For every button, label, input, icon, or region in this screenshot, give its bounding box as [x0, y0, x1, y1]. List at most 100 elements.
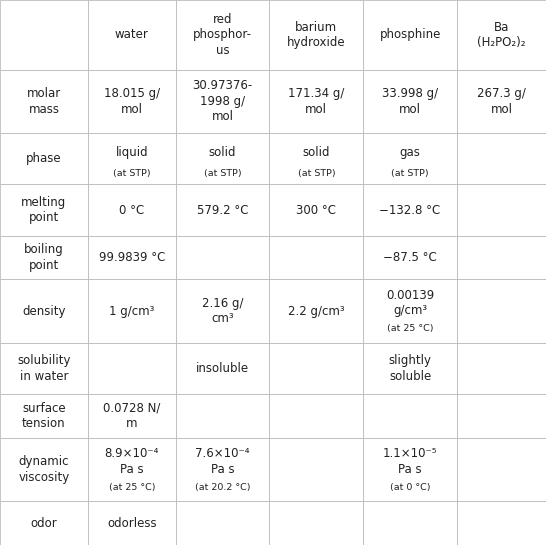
Bar: [457, 133, 546, 185]
Bar: [363, 133, 457, 185]
Text: molar
mass: molar mass: [27, 87, 61, 116]
Text: insoluble: insoluble: [196, 362, 249, 375]
Text: solid: solid: [302, 146, 330, 159]
Bar: [176, 280, 269, 343]
Bar: [88, 0, 176, 70]
Bar: [176, 70, 269, 133]
Text: phosphine: phosphine: [379, 28, 441, 41]
Text: dynamic
viscosity: dynamic viscosity: [19, 456, 69, 484]
Text: 0.0728 N/
m: 0.0728 N/ m: [103, 402, 161, 431]
Text: 30.97376-
1998 g/
mol: 30.97376- 1998 g/ mol: [192, 80, 253, 123]
Text: (at STP): (at STP): [298, 169, 335, 178]
Text: (at 0 °C): (at 0 °C): [390, 483, 430, 492]
Bar: [88, 70, 176, 133]
Bar: [88, 185, 176, 236]
Bar: [0, 0, 88, 70]
Text: 1 g/cm³: 1 g/cm³: [109, 305, 155, 318]
Text: solid: solid: [209, 146, 236, 159]
Text: 8.9×10⁻⁴
Pa s: 8.9×10⁻⁴ Pa s: [105, 447, 159, 476]
Text: barium
hydroxide: barium hydroxide: [287, 21, 346, 49]
Bar: [457, 501, 546, 545]
Bar: [176, 438, 269, 501]
Bar: [176, 236, 269, 280]
Bar: [457, 438, 546, 501]
Text: 7.6×10⁻⁴
Pa s: 7.6×10⁻⁴ Pa s: [195, 447, 250, 476]
Bar: [88, 280, 176, 343]
Bar: [88, 133, 176, 185]
Text: 99.9839 °C: 99.9839 °C: [99, 251, 165, 264]
Text: odorless: odorless: [107, 517, 157, 530]
Text: gas: gas: [400, 146, 420, 159]
Bar: [0, 395, 88, 438]
Text: density: density: [22, 305, 66, 318]
Bar: [176, 133, 269, 185]
Text: (at STP): (at STP): [391, 169, 429, 178]
Text: 2.16 g/
cm³: 2.16 g/ cm³: [202, 297, 244, 325]
Bar: [457, 395, 546, 438]
Text: Ba
(H₂PO₂)₂: Ba (H₂PO₂)₂: [477, 21, 526, 49]
Text: red
phosphor-
us: red phosphor- us: [193, 13, 252, 57]
Bar: [457, 280, 546, 343]
Bar: [0, 280, 88, 343]
Text: liquid: liquid: [115, 146, 148, 159]
Bar: [457, 0, 546, 70]
Text: (at 20.2 °C): (at 20.2 °C): [195, 483, 250, 492]
Text: (at 25 °C): (at 25 °C): [109, 483, 155, 492]
Bar: [363, 70, 457, 133]
Bar: [0, 185, 88, 236]
Bar: [88, 343, 176, 395]
Text: 0 °C: 0 °C: [119, 204, 144, 217]
Bar: [0, 236, 88, 280]
Bar: [269, 280, 363, 343]
Bar: [176, 0, 269, 70]
Bar: [0, 438, 88, 501]
Bar: [269, 0, 363, 70]
Bar: [269, 343, 363, 395]
Bar: [88, 438, 176, 501]
Bar: [88, 395, 176, 438]
Bar: [363, 438, 457, 501]
Bar: [269, 395, 363, 438]
Bar: [457, 185, 546, 236]
Bar: [269, 70, 363, 133]
Bar: [363, 501, 457, 545]
Bar: [363, 343, 457, 395]
Text: 579.2 °C: 579.2 °C: [197, 204, 248, 217]
Bar: [269, 133, 363, 185]
Bar: [88, 236, 176, 280]
Bar: [176, 395, 269, 438]
Text: odor: odor: [31, 517, 57, 530]
Bar: [457, 236, 546, 280]
Bar: [88, 501, 176, 545]
Text: water: water: [115, 28, 149, 41]
Text: (at STP): (at STP): [113, 169, 151, 178]
Text: 1.1×10⁻⁵
Pa s: 1.1×10⁻⁵ Pa s: [383, 447, 437, 476]
Bar: [176, 185, 269, 236]
Text: 171.34 g/
mol: 171.34 g/ mol: [288, 87, 345, 116]
Bar: [269, 236, 363, 280]
Text: slightly
soluble: slightly soluble: [389, 354, 431, 383]
Text: melting
point: melting point: [21, 196, 67, 225]
Text: (at STP): (at STP): [204, 169, 241, 178]
Bar: [363, 236, 457, 280]
Bar: [0, 133, 88, 185]
Bar: [269, 185, 363, 236]
Bar: [269, 501, 363, 545]
Text: 33.998 g/
mol: 33.998 g/ mol: [382, 87, 438, 116]
Bar: [363, 280, 457, 343]
Bar: [457, 70, 546, 133]
Bar: [0, 343, 88, 395]
Bar: [176, 343, 269, 395]
Text: (at 25 °C): (at 25 °C): [387, 324, 434, 334]
Bar: [363, 0, 457, 70]
Text: surface
tension: surface tension: [22, 402, 66, 431]
Bar: [363, 395, 457, 438]
Text: 300 °C: 300 °C: [296, 204, 336, 217]
Bar: [269, 438, 363, 501]
Text: 267.3 g/
mol: 267.3 g/ mol: [477, 87, 526, 116]
Text: 2.2 g/cm³: 2.2 g/cm³: [288, 305, 345, 318]
Text: −87.5 °C: −87.5 °C: [383, 251, 437, 264]
Bar: [457, 343, 546, 395]
Text: phase: phase: [26, 152, 62, 165]
Text: boiling
point: boiling point: [24, 244, 64, 272]
